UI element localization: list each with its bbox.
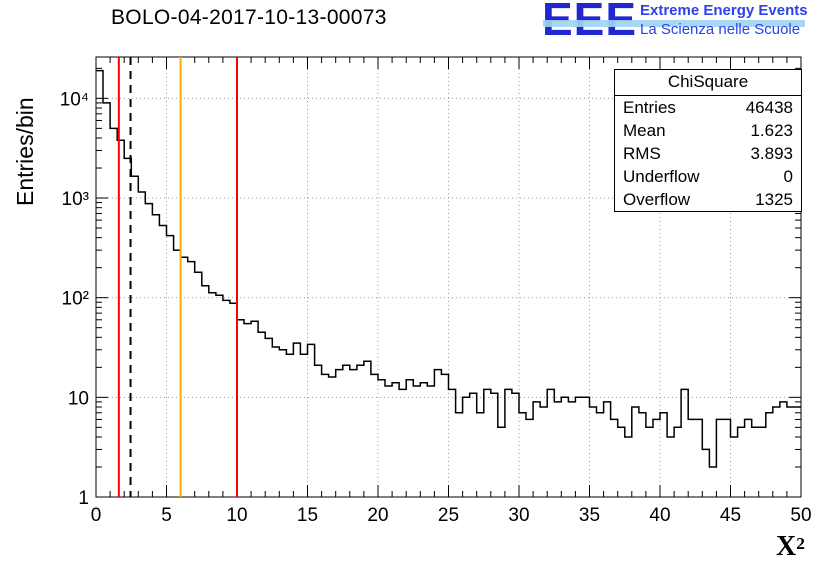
y-tick-label: 10² [62, 289, 89, 310]
y-tick-label: 10 [68, 388, 89, 409]
eee-logo-tagline-en: Extreme Energy Events [640, 2, 808, 19]
x-tick-label: 25 [438, 505, 459, 526]
x-axis-title-exponent: 2 [796, 534, 805, 553]
y-tick-label: 1 [78, 488, 89, 509]
x-axis-title-base: X [776, 531, 797, 562]
stats-label: Mean [623, 121, 666, 140]
stats-row-rms: RMS 3.893 [615, 142, 801, 165]
stats-value: 0 [783, 167, 793, 186]
stats-value: 1325 [755, 190, 793, 209]
x-tick-label: 45 [720, 505, 741, 526]
y-tick-label: 10⁴ [60, 89, 89, 110]
stats-row-entries: Entries 46438 [615, 96, 801, 119]
eee-logo-tagline-it: La Scienza nelle Scuole [640, 20, 801, 38]
stats-box: ChiSquare Entries 46438 Mean 1.623 RMS 3.89… [614, 69, 802, 212]
stats-value: 3.893 [750, 144, 793, 163]
stats-row-underflow: Underflow 0 [615, 165, 801, 188]
x-tick-label: 10 [226, 505, 247, 526]
x-tick-label: 50 [790, 505, 811, 526]
x-tick-label: 15 [297, 505, 318, 526]
stats-row-overflow: Overflow 1325 [615, 188, 801, 211]
stats-label: Entries [623, 98, 676, 117]
stats-value: 1.623 [750, 121, 793, 140]
eee-logo: EEE Extreme Energy Events La Scienza nel… [542, 0, 834, 47]
x-tick-label: 35 [579, 505, 600, 526]
stats-row-mean: Mean 1.623 [615, 119, 801, 142]
eee-logo-text: Extreme Energy Events La Scienza nelle S… [640, 2, 808, 40]
plot-frame [95, 56, 802, 498]
y-tick-label: 10³ [62, 189, 89, 210]
stats-box-title: ChiSquare [615, 70, 801, 96]
stats-label: Overflow [623, 190, 691, 209]
x-axis-title: X2 [776, 531, 805, 563]
eee-logo-stripe [543, 20, 805, 27]
x-tick-label: 0 [91, 505, 102, 526]
x-tick-label: 30 [508, 505, 529, 526]
stats-label: Underflow [623, 167, 700, 186]
x-tick-label: 5 [161, 505, 172, 526]
stats-value: 46438 [745, 98, 793, 117]
plot-title: BOLO-04-2017-10-13-00073 [111, 6, 387, 29]
histogram-line [96, 69, 801, 468]
stats-label: RMS [623, 144, 661, 163]
x-tick-label: 20 [367, 505, 388, 526]
x-tick-label: 40 [649, 505, 670, 526]
